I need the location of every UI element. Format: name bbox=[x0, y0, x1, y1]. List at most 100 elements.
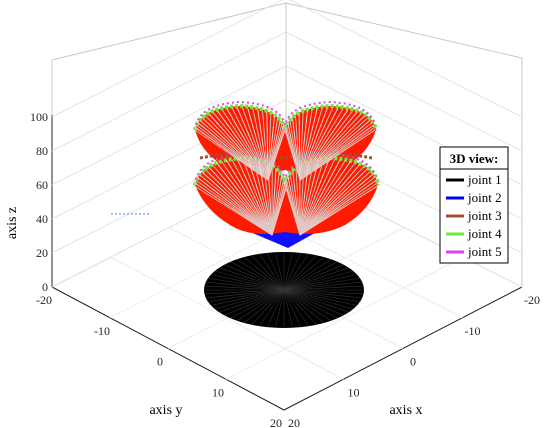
spoke bbox=[202, 117, 269, 181]
spoke bbox=[299, 175, 377, 236]
disk-spoke bbox=[219, 267, 285, 291]
disk-spoke bbox=[283, 285, 364, 291]
spoke bbox=[299, 162, 309, 236]
disk-spoke bbox=[259, 289, 285, 327]
spoke bbox=[299, 113, 362, 181]
disk-spoke bbox=[236, 259, 285, 291]
spoke bbox=[252, 108, 269, 181]
spoke bbox=[267, 129, 286, 181]
legend-box bbox=[439, 146, 509, 264]
disk-spoke bbox=[283, 256, 325, 291]
disk-spoke bbox=[219, 289, 285, 313]
y-tick-labels: -20 -10 0 10 20 bbox=[36, 293, 282, 428]
spoke bbox=[299, 117, 368, 181]
x-tick-labels: -20 -10 0 10 20 bbox=[288, 293, 540, 428]
grid-line bbox=[51, 0, 284, 118]
z-tick-label: 40 bbox=[36, 212, 48, 226]
disk-spoke bbox=[283, 253, 309, 291]
joint-4-upper-ring bbox=[193, 103, 378, 131]
disk-spoke bbox=[251, 255, 285, 291]
disk-spoke bbox=[283, 289, 361, 303]
spoke bbox=[267, 117, 279, 181]
disk-spoke bbox=[283, 274, 358, 291]
spoke bbox=[299, 107, 334, 181]
disk-spoke bbox=[283, 289, 364, 295]
disk-spoke bbox=[224, 289, 285, 316]
disk-spoke bbox=[283, 252, 301, 291]
spoke bbox=[231, 159, 273, 236]
spoke bbox=[216, 162, 273, 236]
disk-spoke bbox=[283, 289, 338, 319]
disk-spoke bbox=[205, 289, 285, 299]
disk-spoke bbox=[283, 289, 332, 321]
disk-spoke bbox=[283, 255, 317, 291]
spoke bbox=[292, 170, 301, 236]
legend-entry: joint 1 bbox=[467, 172, 502, 187]
spoke bbox=[236, 107, 269, 181]
spoke bbox=[299, 108, 339, 181]
spoke bbox=[299, 165, 365, 236]
z-tick-label: 0 bbox=[42, 280, 48, 294]
disk-spoke bbox=[283, 289, 325, 324]
spoke bbox=[242, 158, 273, 236]
y-tick-label: 10 bbox=[212, 385, 224, 399]
spoke bbox=[289, 173, 301, 236]
disk-spoke bbox=[205, 281, 285, 291]
disk-spoke bbox=[259, 253, 285, 291]
spoke bbox=[205, 115, 269, 181]
x-tick-label: 0 bbox=[410, 355, 416, 369]
disk-spoke bbox=[283, 252, 293, 291]
spoke bbox=[299, 160, 352, 236]
spoke bbox=[203, 167, 273, 236]
disk-spoke bbox=[236, 289, 285, 321]
disk-spoke bbox=[283, 289, 358, 306]
legend-title: 3D view: bbox=[450, 151, 499, 166]
disk-spoke bbox=[267, 289, 285, 328]
spoke bbox=[299, 115, 365, 181]
disk-spoke bbox=[283, 281, 363, 291]
grid-line bbox=[285, 31, 523, 152]
x-axis-label: axis x bbox=[389, 403, 422, 418]
disk-spoke bbox=[283, 270, 354, 291]
disk-spoke bbox=[243, 289, 285, 324]
z-tick-label: 60 bbox=[36, 178, 48, 192]
grid-line bbox=[51, 65, 287, 186]
spoke bbox=[271, 168, 277, 236]
spoke bbox=[299, 159, 341, 236]
spoke bbox=[231, 108, 269, 181]
disk-spoke bbox=[283, 289, 349, 313]
spoke bbox=[266, 112, 269, 181]
legend-entry: joint 2 bbox=[467, 190, 502, 205]
spoke bbox=[263, 162, 273, 236]
spoke bbox=[220, 160, 273, 236]
spoke bbox=[299, 158, 336, 236]
z-tick-label: 20 bbox=[36, 246, 48, 260]
spoke bbox=[199, 119, 269, 181]
floor-grid-line bbox=[110, 256, 344, 380]
spoke bbox=[299, 172, 375, 236]
disk-spoke bbox=[251, 289, 285, 325]
disk-spoke bbox=[283, 289, 344, 316]
spoke bbox=[195, 175, 273, 236]
spoke bbox=[299, 161, 314, 236]
z-axis-label: axis z bbox=[5, 207, 20, 239]
spoke bbox=[211, 163, 273, 236]
spoke bbox=[299, 109, 313, 181]
spoke bbox=[299, 184, 380, 236]
spoke bbox=[299, 129, 376, 181]
disk-spoke bbox=[243, 256, 285, 291]
x-tick-label: 10 bbox=[348, 385, 360, 399]
spoke bbox=[226, 108, 269, 181]
x-tick-label: -10 bbox=[465, 324, 481, 338]
disk-spoke bbox=[275, 289, 285, 328]
data-marks bbox=[111, 100, 380, 328]
spoke bbox=[299, 163, 361, 236]
spoke bbox=[299, 112, 304, 181]
disk-spoke bbox=[224, 264, 285, 291]
box-edge bbox=[285, 2, 523, 59]
joint-3-mid-band bbox=[199, 152, 373, 160]
y-tick-label: 0 bbox=[157, 355, 163, 369]
spoke bbox=[299, 159, 346, 236]
spoke bbox=[299, 162, 356, 236]
disk-spoke bbox=[283, 289, 301, 328]
